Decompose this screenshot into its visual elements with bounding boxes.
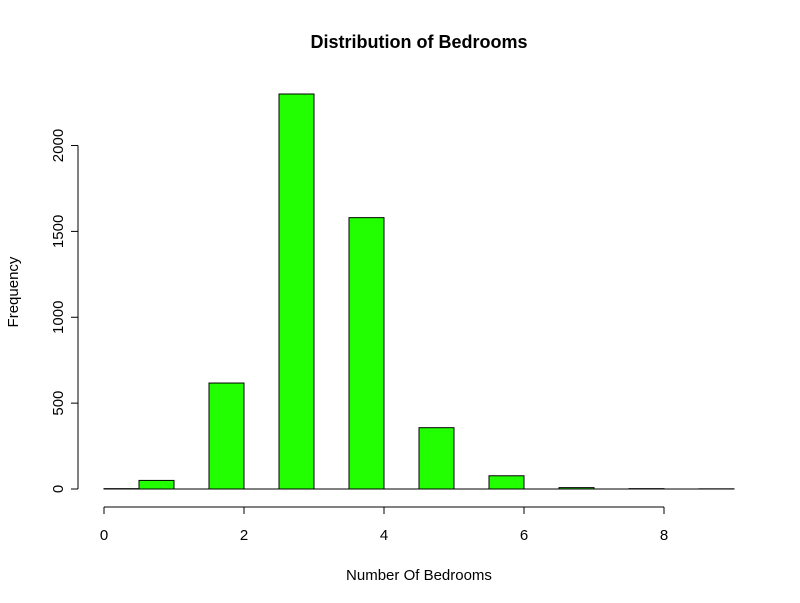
x-tick-label: 0: [100, 527, 108, 544]
bar-5: [418, 427, 455, 490]
bar-1: [138, 479, 175, 490]
y-tick-label: 2000: [50, 129, 67, 162]
x-tick-label: 8: [660, 527, 668, 544]
x-tick-label: 2: [240, 527, 248, 544]
bar-6: [488, 475, 525, 490]
chart-title: Distribution of Bedrooms: [311, 32, 528, 52]
bars-group: [103, 93, 735, 490]
y-axis-label: Frequency: [5, 256, 22, 327]
x-axis-label: Number Of Bedrooms: [346, 567, 492, 584]
y-axis: 0 500 1000 1500 2000: [50, 129, 79, 493]
bar-4: [348, 217, 385, 490]
x-axis: 0 2 4 6 8: [100, 506, 668, 544]
bar-2: [208, 382, 245, 490]
bar-3: [278, 93, 315, 490]
y-tick-label: 500: [50, 391, 67, 416]
y-tick-label: 1000: [50, 301, 67, 334]
y-tick-label: 1500: [50, 215, 67, 248]
x-tick-label: 6: [520, 527, 528, 544]
y-tick-label: 0: [50, 485, 67, 493]
x-tick-label: 4: [380, 527, 388, 544]
